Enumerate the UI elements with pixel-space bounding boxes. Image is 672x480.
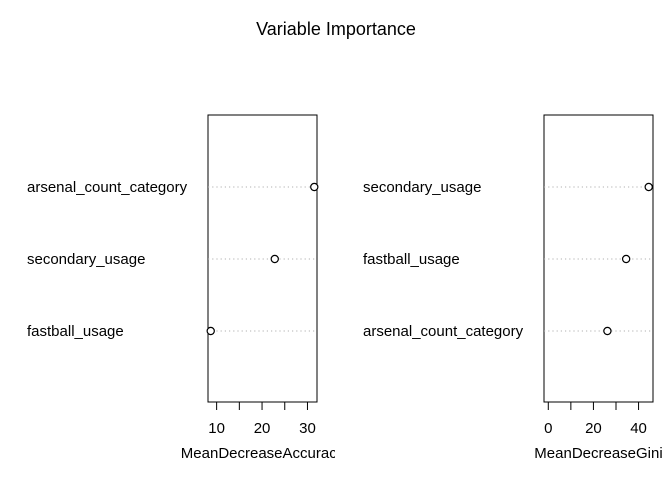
x-tick-label: 20 xyxy=(585,420,602,437)
data-point xyxy=(621,254,631,264)
category-label: secondary_usage xyxy=(27,251,145,268)
x-axis-title: MeanDecreaseGini xyxy=(534,445,662,462)
category-label: fastball_usage xyxy=(363,251,460,268)
x-tick-label: 30 xyxy=(299,420,316,437)
category-label: arsenal_count_category xyxy=(27,179,188,196)
panel-right: secondary_usage fastball_usage arsenal_cou… xyxy=(363,114,663,462)
category-label: arsenal_count_category xyxy=(363,323,524,340)
x-tick-label: 10 xyxy=(208,420,225,437)
chart-panels: arsenal_count_categorysecondary_usagefas… xyxy=(27,114,663,462)
data-point xyxy=(644,182,653,192)
data-point xyxy=(310,182,319,192)
category-label: secondary_usage xyxy=(363,179,481,196)
x-axis-title: MeanDecreaseAccuracy xyxy=(181,445,345,462)
data-point xyxy=(206,326,215,336)
category-label: fastball_usage xyxy=(27,323,124,340)
x-tick-label: 40 xyxy=(630,420,647,437)
x-tick-label: 0 xyxy=(544,420,552,437)
panel-left: arsenal_count_category secondary_usagefas… xyxy=(27,114,345,462)
x-tick-label: 20 xyxy=(254,420,271,437)
data-point xyxy=(603,326,612,336)
data-point xyxy=(270,254,279,264)
chart-title: Variable Importance xyxy=(256,19,416,39)
